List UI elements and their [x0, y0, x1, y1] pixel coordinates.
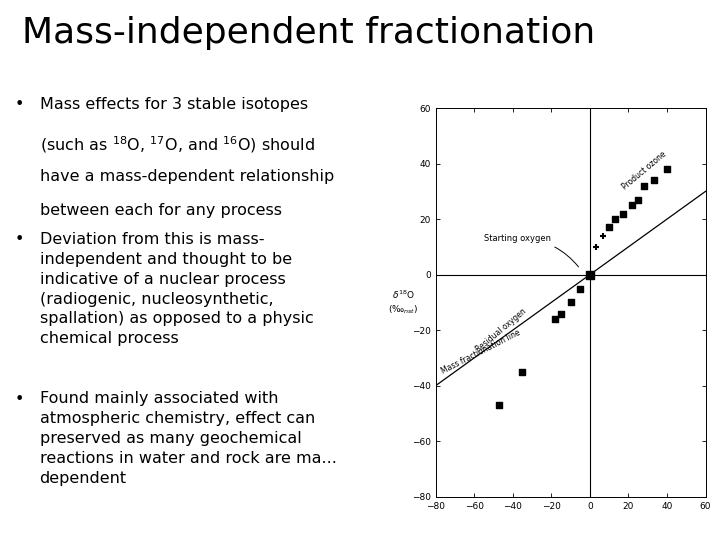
Point — [598, 232, 609, 240]
Text: •: • — [14, 97, 24, 112]
Point — [632, 195, 644, 204]
Text: (such as $^{18}$O, $^{17}$O, and $^{16}$O) should: (such as $^{18}$O, $^{17}$O, and $^{16}$… — [40, 134, 315, 154]
Point — [549, 315, 561, 323]
Text: Residual oxygen: Residual oxygen — [474, 307, 528, 354]
Point — [617, 209, 629, 218]
Text: Starting oxygen: Starting oxygen — [484, 234, 578, 267]
Text: Mass-independent fractionation: Mass-independent fractionation — [22, 16, 595, 50]
Point — [609, 215, 621, 224]
Text: Deviation from this is mass-
independent and thought to be
indicative of a nucle: Deviation from this is mass- independent… — [40, 232, 313, 346]
Point — [517, 368, 528, 376]
Point — [590, 242, 601, 251]
Text: between each for any process: between each for any process — [40, 203, 282, 218]
Point — [564, 298, 576, 307]
Text: •: • — [14, 392, 24, 407]
Point — [603, 223, 615, 232]
Point — [584, 271, 595, 279]
Text: Found mainly associated with
atmospheric chemistry, effect can
preserved as many: Found mainly associated with atmospheric… — [40, 392, 336, 485]
Text: have a mass-dependent relationship: have a mass-dependent relationship — [40, 169, 334, 184]
Point — [626, 201, 638, 210]
Text: Mass fractionation line: Mass fractionation line — [439, 328, 521, 376]
Point — [493, 401, 505, 409]
Y-axis label: $\delta^{18}$O
($‰_{nst}$): $\delta^{18}$O ($‰_{nst}$) — [388, 289, 418, 316]
Point — [648, 176, 660, 185]
Text: Product ozone: Product ozone — [621, 150, 668, 191]
Text: $\delta^{17}$O
($‰_{nst}$): $\delta^{17}$O ($‰_{nst}$) — [575, 538, 605, 540]
Text: •: • — [14, 232, 24, 247]
Text: Mass effects for 3 stable isotopes: Mass effects for 3 stable isotopes — [40, 97, 307, 112]
Point — [661, 165, 672, 173]
Point — [638, 181, 649, 190]
Point — [575, 284, 586, 293]
Point — [555, 309, 567, 318]
